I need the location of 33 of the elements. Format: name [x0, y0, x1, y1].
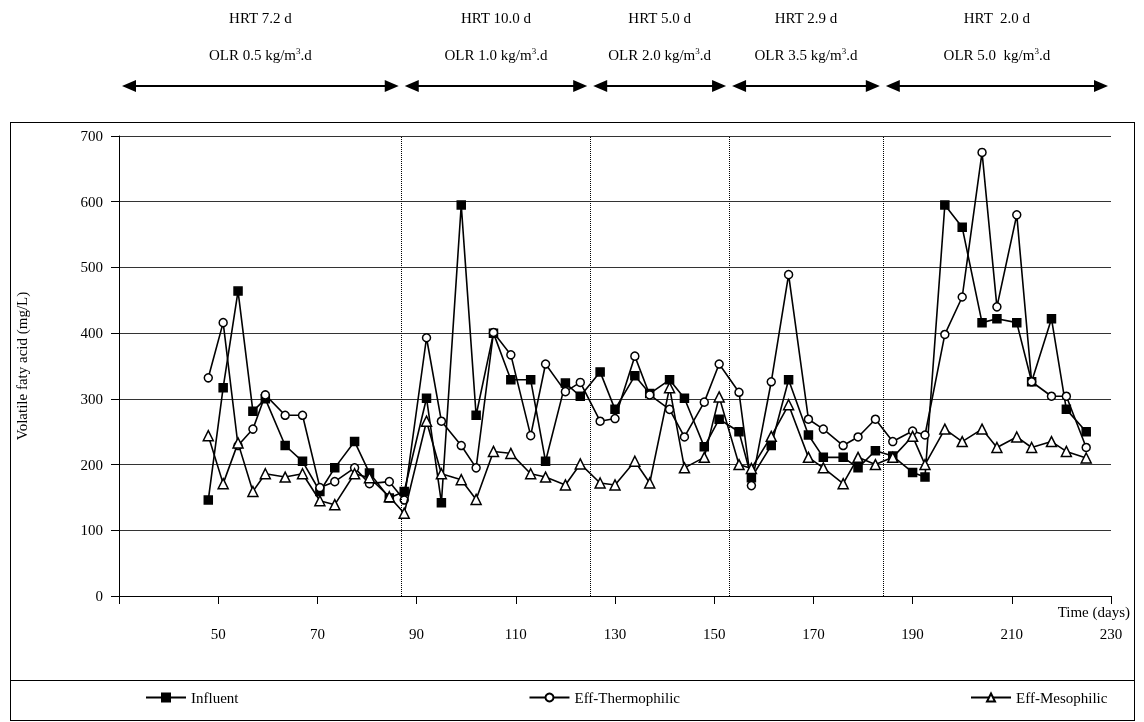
y-tick-label: 500	[80, 259, 103, 276]
text: OLR 0.5 kg/m$^{3}$.d	[208, 46, 312, 64]
y-tick-label: 600	[80, 193, 103, 210]
text: OLR 2.0 kg/m$^{3}$.d	[608, 46, 712, 64]
legend-label: Eff-Mesophilic	[1016, 689, 1108, 706]
x-tick-label: 110	[504, 625, 527, 642]
text: HRT 5.0 d	[628, 10, 691, 27]
text: OLR 3.5 kg/m$^{3}$.d	[754, 46, 858, 64]
legend-label: Influent	[191, 689, 240, 706]
y-tick-label: 400	[80, 325, 103, 342]
x-tick-label: 190	[901, 625, 924, 642]
text: OLR 5.0 kg/m$^{3}$.d	[943, 46, 1051, 64]
x-tick-label: 90	[409, 625, 425, 642]
x-tick-label: 70	[309, 625, 325, 642]
x-tick-label: 170	[802, 625, 825, 642]
text: HRT 7.2 d	[229, 10, 292, 27]
y-tick-label: 300	[80, 390, 103, 407]
y-tick-label: 0	[95, 588, 103, 604]
text: HRT 2.9 d	[774, 10, 838, 27]
text: OLR 1.0 kg/m$^{3}$.d	[444, 46, 548, 64]
legend-label: Eff-Thermophilic	[574, 689, 681, 706]
text: HRT 2.0 d	[963, 10, 1031, 27]
y-tick-label: 200	[80, 456, 103, 473]
y-tick-label: 700	[80, 128, 103, 144]
x-tick-label: 50	[210, 625, 226, 642]
y-axis-title: Volatile faty acid (mg/L)	[13, 291, 31, 441]
x-axis-title: Time (days)	[1057, 604, 1130, 621]
x-tick-label: 130	[603, 625, 627, 642]
x-tick-label: 150	[702, 625, 726, 642]
x-tick-label: 230	[1099, 625, 1123, 642]
text: HRT 10.0 d	[460, 10, 531, 27]
y-tick-label: 100	[80, 522, 103, 539]
x-tick-label: 210	[1000, 625, 1024, 642]
